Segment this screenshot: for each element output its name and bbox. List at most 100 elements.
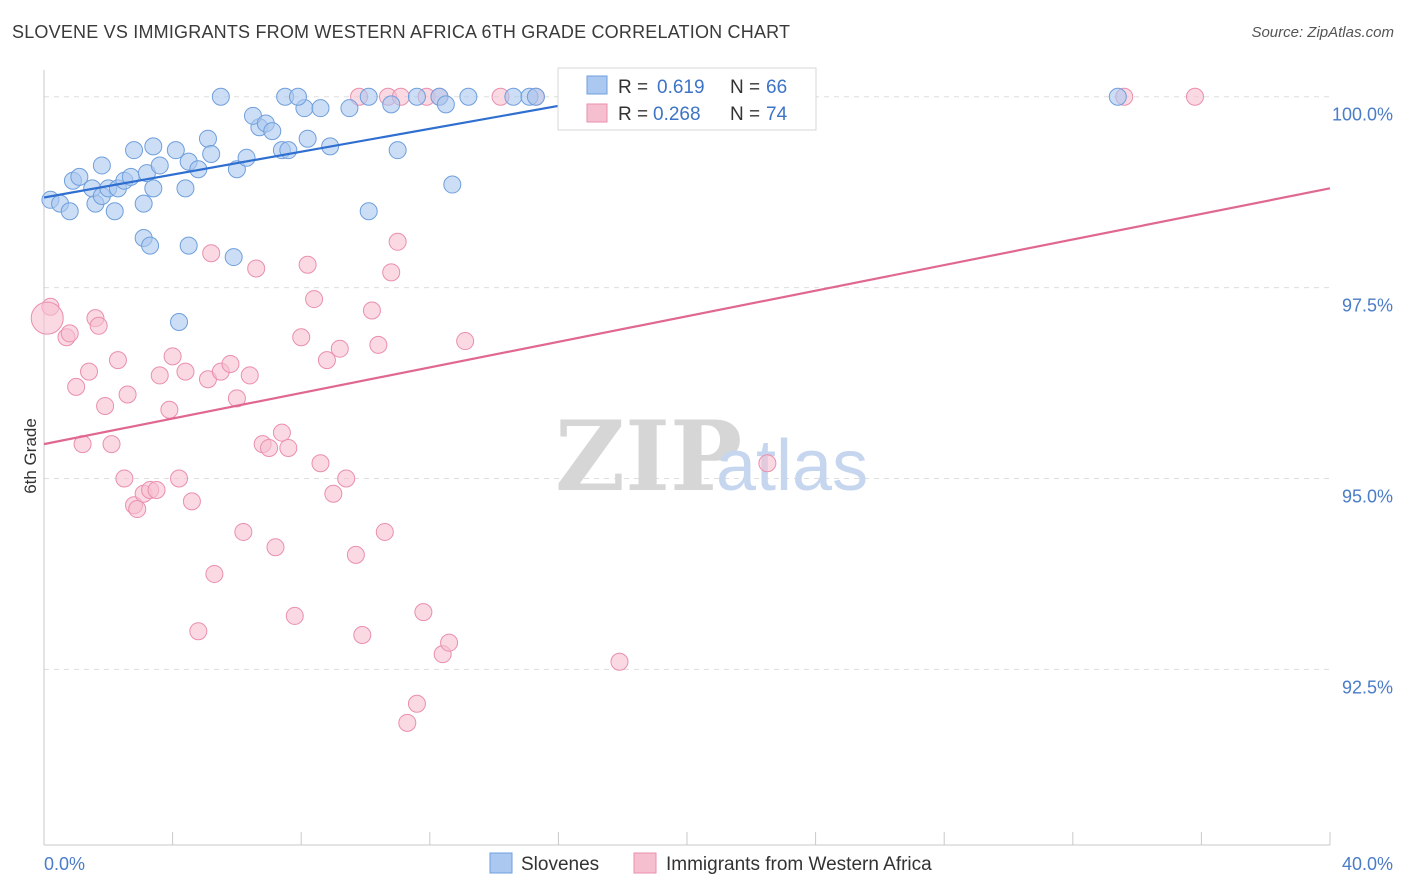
- data-point-slovenes: [150, 156, 169, 175]
- data-point-immigrants: [298, 255, 317, 274]
- data-point-immigrants: [362, 301, 381, 320]
- x-tick-label-max: 40.0%: [1342, 854, 1393, 874]
- legend-label-immigrants: Immigrants from Western Africa: [666, 854, 932, 875]
- data-point-slovenes: [105, 202, 124, 221]
- data-point-immigrants: [240, 366, 259, 385]
- data-point-slovenes: [263, 122, 282, 141]
- y-tick-label: 92.5%: [1342, 677, 1393, 697]
- data-point-slovenes: [288, 87, 307, 106]
- data-point-immigrants: [311, 454, 330, 473]
- data-point-immigrants: [176, 362, 195, 381]
- data-point-immigrants: [128, 500, 147, 519]
- data-point-immigrants: [305, 290, 324, 309]
- stats-n-value-slovenes: 66: [766, 77, 787, 98]
- data-point-immigrants: [382, 263, 401, 282]
- gridlines: [44, 96, 1330, 670]
- data-point-immigrants: [202, 244, 221, 263]
- data-point-slovenes: [179, 236, 198, 255]
- data-point-slovenes: [1108, 87, 1127, 106]
- data-point-slovenes: [359, 202, 378, 221]
- y-tick-label: 95.0%: [1342, 486, 1393, 506]
- data-point-immigrants: [324, 484, 343, 503]
- y-tick-label: 100.0%: [1332, 105, 1393, 125]
- data-point-slovenes: [237, 148, 256, 167]
- legend: Slovenes Immigrants from Western Africa: [489, 852, 932, 875]
- data-point-slovenes: [311, 99, 330, 118]
- data-point-slovenes: [340, 99, 359, 118]
- data-point-immigrants: [150, 366, 169, 385]
- data-point-immigrants: [67, 377, 86, 396]
- stats-swatch-slovenes: [586, 75, 608, 95]
- data-point-slovenes: [459, 87, 478, 106]
- stats-r-value-immigrants: 0.268: [653, 104, 701, 125]
- data-point-slovenes: [125, 141, 144, 160]
- data-point-immigrants: [96, 396, 115, 415]
- data-point-immigrants: [234, 522, 253, 541]
- data-point-immigrants: [163, 347, 182, 366]
- stats-r-value-slovenes: 0.619: [657, 77, 705, 98]
- stats-r-label-immigrants: R =: [618, 104, 648, 125]
- data-point-immigrants: [60, 324, 79, 343]
- data-point-slovenes: [298, 129, 317, 148]
- data-point-immigrants: [375, 522, 394, 541]
- data-point-slovenes: [443, 175, 462, 194]
- data-point-immigrants: [170, 469, 189, 488]
- data-point-slovenes: [407, 87, 426, 106]
- chart-title: SLOVENE VS IMMIGRANTS FROM WESTERN AFRIC…: [12, 22, 791, 42]
- legend-swatch-slovenes: [489, 852, 513, 874]
- legend-label-slovenes: Slovenes: [521, 854, 599, 875]
- data-point-slovenes: [141, 236, 160, 255]
- data-point-slovenes: [60, 202, 79, 221]
- data-point-immigrants: [118, 385, 137, 404]
- data-point-immigrants: [369, 335, 388, 354]
- trend-line-immigrants: [43, 187, 1331, 446]
- data-point-immigrants: [292, 328, 311, 347]
- data-point-slovenes: [436, 95, 455, 114]
- trend-line-slovenes: [43, 95, 611, 199]
- data-point-immigrants: [285, 606, 304, 625]
- data-point-immigrants: [160, 400, 179, 419]
- data-point-slovenes: [504, 87, 523, 106]
- stats-n-value-immigrants: 74: [766, 104, 788, 125]
- data-point-immigrants: [147, 480, 166, 499]
- data-point-immigrants: [279, 438, 298, 457]
- data-point-immigrants: [205, 564, 224, 583]
- data-point-slovenes: [382, 95, 401, 114]
- data-point-slovenes: [170, 312, 189, 331]
- data-point-slovenes: [224, 248, 243, 267]
- stats-r-label-slovenes: R =: [618, 77, 648, 98]
- data-point-immigrants: [407, 694, 426, 713]
- data-point-immigrants: [388, 232, 407, 251]
- watermark-atlas: atlas: [716, 426, 868, 506]
- data-point-immigrants: [346, 545, 365, 564]
- data-point-slovenes: [92, 156, 111, 175]
- data-point-immigrants: [317, 351, 336, 370]
- data-point-slovenes: [359, 87, 378, 106]
- data-point-slovenes: [388, 141, 407, 160]
- data-point-immigrants: [182, 492, 201, 511]
- data-point-immigrants: [80, 362, 99, 381]
- data-point-immigrants: [1185, 87, 1204, 106]
- data-point-immigrants: [115, 469, 134, 488]
- y-tick-label: 97.5%: [1342, 296, 1393, 316]
- y-axis-label: 6th Grade: [21, 418, 40, 494]
- data-point-immigrants: [89, 316, 108, 335]
- x-ticks: [43, 832, 1331, 845]
- watermark: ZIP atlas: [555, 400, 868, 513]
- y-tick-labels: 92.5% 95.0% 97.5% 100.0%: [1332, 105, 1393, 698]
- data-point-immigrants: [330, 339, 349, 358]
- data-point-immigrants: [398, 713, 417, 732]
- data-point-immigrants: [247, 259, 266, 278]
- data-point-immigrants: [30, 301, 64, 335]
- data-point-slovenes: [176, 179, 195, 198]
- data-point-immigrants: [456, 332, 475, 351]
- legend-swatch-immigrants: [633, 852, 657, 874]
- data-point-immigrants: [440, 633, 459, 652]
- stats-swatch-immigrants: [586, 103, 608, 123]
- data-point-immigrants: [102, 435, 121, 454]
- data-point-slovenes: [134, 194, 153, 213]
- data-point-immigrants: [610, 652, 629, 671]
- data-point-slovenes: [70, 167, 89, 186]
- data-point-slovenes: [211, 87, 230, 106]
